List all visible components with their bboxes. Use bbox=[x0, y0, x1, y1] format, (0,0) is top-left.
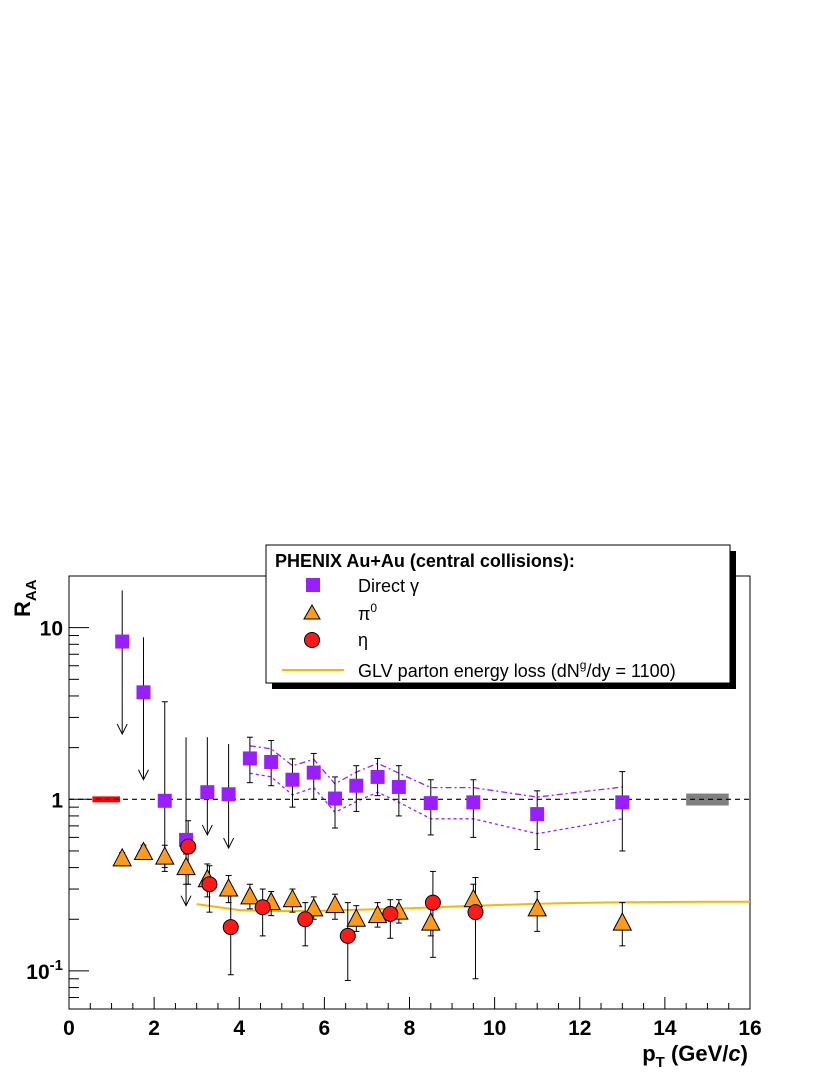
legend-pi0-marker bbox=[303, 603, 321, 620]
x-tick-label-0: 0 bbox=[63, 1017, 75, 1040]
legend-gamma-label: Direct γ bbox=[358, 576, 419, 596]
x-axis-title: pT (GeV/c) bbox=[642, 1041, 748, 1071]
y-tick-label-0: 10 bbox=[40, 618, 63, 641]
gamma-point-1 bbox=[136, 685, 151, 700]
pi0-point-5 bbox=[218, 877, 239, 897]
pi0-point-9 bbox=[303, 897, 324, 917]
eta-point-3 bbox=[254, 899, 271, 916]
x-tick-label-5: 10 bbox=[483, 1017, 506, 1040]
gamma-point-7 bbox=[264, 754, 279, 769]
gamma-point-0 bbox=[115, 634, 130, 649]
eta-point-1 bbox=[201, 876, 218, 893]
x-tick-label-8: 16 bbox=[738, 1017, 761, 1040]
pi0-point-11 bbox=[346, 908, 367, 927]
legend-eta-marker bbox=[304, 632, 320, 648]
legend: PHENIX Au+Au (central collisions): Direc… bbox=[265, 544, 736, 689]
axes: 0 2 4 6 8 10 12 14 16 10 1 10-1 bbox=[26, 575, 762, 1040]
legend-gamma-marker bbox=[306, 578, 320, 592]
pi0-point-10 bbox=[325, 894, 345, 914]
gamma-band-upper bbox=[249, 745, 623, 798]
gamma-point-4 bbox=[200, 785, 215, 800]
eta-point-4 bbox=[297, 911, 314, 928]
gamma-point-2 bbox=[157, 793, 172, 808]
gamma-point-14 bbox=[423, 796, 438, 811]
gamma-limit-arrow-4 bbox=[201, 824, 213, 837]
legend-pi0-label: π0 bbox=[358, 601, 377, 624]
x-tick-label-1: 2 bbox=[148, 1017, 160, 1040]
y-axis-title: RAA bbox=[10, 579, 40, 617]
gamma-band-lower bbox=[249, 772, 623, 835]
pi0-point-2 bbox=[154, 846, 175, 865]
pi0-point-0 bbox=[112, 847, 133, 867]
x-tick-label-2: 4 bbox=[233, 1017, 245, 1040]
gamma-point-6 bbox=[242, 751, 257, 766]
y-tick-label-1: 1 bbox=[51, 789, 63, 812]
x-tick-label-4: 8 bbox=[404, 1017, 416, 1040]
gamma-point-11 bbox=[349, 778, 364, 793]
eta-point-6 bbox=[382, 905, 399, 922]
axis-titles: pT (GeV/c) RAA bbox=[10, 579, 748, 1071]
gamma-limit-arrow-3 bbox=[180, 895, 192, 907]
pi0-point-1 bbox=[133, 841, 154, 860]
gamma-point-17 bbox=[615, 795, 630, 810]
gamma-point-5 bbox=[221, 787, 236, 802]
x-tick-label-7: 14 bbox=[653, 1017, 677, 1040]
legend-title: PHENIX Au+Au (central collisions): bbox=[275, 551, 575, 571]
gamma-limit-arrow-0 bbox=[116, 723, 128, 736]
x-tick-label-6: 12 bbox=[568, 1017, 591, 1040]
legend-eta-label: η bbox=[358, 630, 368, 650]
gamma-point-8 bbox=[285, 772, 300, 787]
gamma-point-16 bbox=[530, 807, 545, 822]
legend-glv-label: GLV parton energy loss (dNg/dy = 1100) bbox=[358, 658, 676, 681]
gamma-systematic-band bbox=[249, 745, 623, 835]
data-markers bbox=[112, 634, 633, 944]
eta-point-0 bbox=[180, 838, 197, 855]
gamma-limit-arrow-5 bbox=[223, 837, 235, 850]
global-norm-box-right bbox=[686, 793, 729, 806]
pi0-point-12 bbox=[367, 904, 388, 924]
pi0-point-16 bbox=[527, 897, 548, 917]
pi0-point-14 bbox=[420, 912, 441, 931]
eta-point-8 bbox=[467, 904, 484, 921]
gamma-point-15 bbox=[466, 795, 481, 810]
x-tick-label-3: 6 bbox=[319, 1017, 331, 1040]
gamma-point-13 bbox=[391, 779, 406, 794]
pi0-point-8 bbox=[282, 888, 303, 908]
eta-point-7 bbox=[424, 894, 441, 911]
legend-box bbox=[265, 544, 731, 684]
y-tick-label-2: 10-1 bbox=[26, 957, 63, 984]
gamma-point-10 bbox=[328, 791, 343, 806]
gamma-point-12 bbox=[370, 769, 385, 784]
gamma-point-9 bbox=[306, 765, 321, 780]
pi0-point-17 bbox=[612, 912, 633, 931]
eta-point-2 bbox=[222, 919, 239, 936]
eta-point-5 bbox=[339, 927, 356, 944]
pi0-point-3 bbox=[176, 856, 196, 876]
pi0-point-6 bbox=[240, 885, 260, 905]
gamma-limit-arrow-1 bbox=[138, 769, 149, 781]
